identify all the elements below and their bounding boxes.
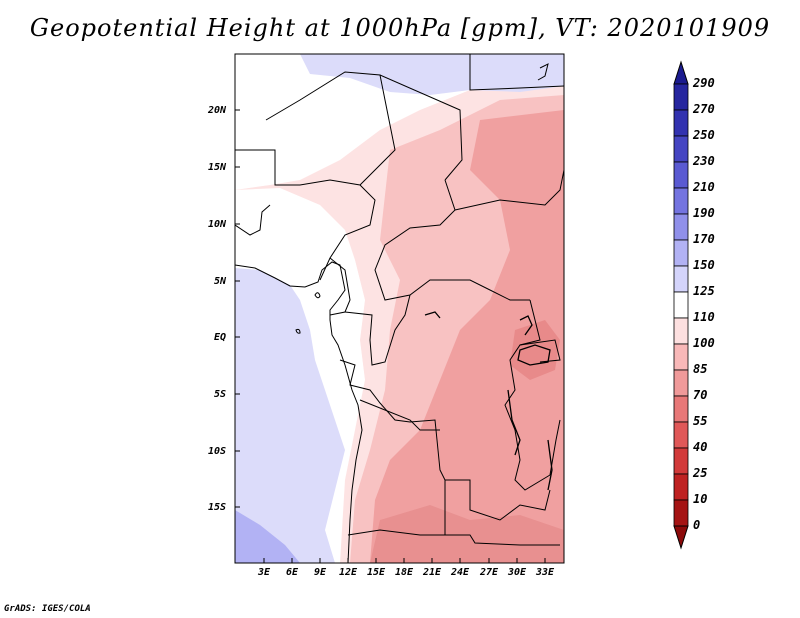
lat-label: 15S	[208, 502, 227, 513]
field-pink-south	[370, 505, 564, 563]
lat-label: 15N	[208, 162, 227, 173]
border-line	[265, 71, 396, 186]
country-borders	[235, 54, 564, 546]
map-title: Geopotential Height at 1000hPa [gpm], VT…	[29, 14, 771, 42]
lon-label: 30E	[508, 567, 527, 578]
colorbar-level-label: 125	[693, 284, 715, 298]
colorbar-swatch	[673, 395, 689, 423]
colorbar-level-label: 230	[693, 154, 715, 168]
colorbar-level-label: 290	[693, 76, 715, 90]
colorbar-swatch	[673, 343, 689, 371]
colorbar-swatch	[673, 421, 689, 449]
lon-label: 3E	[258, 567, 271, 578]
colorbar-level-label: 110	[693, 310, 715, 324]
colorbar-swatch	[673, 187, 689, 215]
colorbar-swatch	[673, 369, 689, 397]
border-line	[235, 149, 376, 281]
colorbar-level-label: 170	[693, 232, 715, 246]
border-line	[454, 169, 564, 211]
border-line	[344, 294, 411, 366]
colorbar-swatch	[673, 83, 689, 111]
lake-victoria	[517, 344, 551, 366]
map-frame	[234, 53, 565, 564]
border-line	[379, 74, 463, 181]
field-blue-southwest	[235, 510, 300, 563]
colorbar-swatch	[673, 109, 689, 137]
field-pink-east	[510, 320, 560, 380]
field-blue-ocean	[235, 268, 345, 563]
colorbar-level-label: 100	[693, 336, 715, 350]
border-line	[469, 54, 564, 91]
colorbar-swatch	[673, 447, 689, 475]
colorbar-level-label: 85	[693, 362, 708, 376]
lake-albert	[519, 315, 533, 336]
colorbar-level-label: 190	[693, 206, 715, 220]
border-line	[347, 529, 560, 546]
lon-label: 21E	[423, 567, 442, 578]
lake-malawi	[547, 439, 553, 491]
colorbar-level-label: 55	[693, 414, 708, 428]
lon-label: 24E	[451, 567, 470, 578]
credit-text: GrADS: IGES/COLA	[4, 604, 91, 614]
field-blue-north	[300, 54, 564, 95]
colorbar-level-label: 70	[693, 388, 708, 402]
lake	[424, 311, 441, 319]
field-pink-core	[370, 110, 564, 563]
colorbar-bottom-arrow	[673, 525, 689, 550]
border-line	[374, 179, 530, 301]
colorbar-swatch	[673, 473, 689, 501]
lat-label: EQ	[214, 332, 227, 343]
coastline	[235, 63, 549, 563]
colorbar-swatch	[673, 135, 689, 163]
lat-label: 5N	[214, 276, 227, 287]
colorbar-swatch	[673, 317, 689, 345]
colorbar-swatch	[673, 499, 689, 527]
lon-label: 18E	[395, 567, 414, 578]
coastline-path	[537, 63, 549, 81]
lat-label: 20N	[208, 105, 227, 116]
lake-tanganyika	[507, 389, 521, 456]
lat-label: 10N	[208, 219, 227, 230]
island	[314, 292, 321, 299]
lon-label: 9E	[314, 567, 327, 578]
colorbar-swatch	[673, 161, 689, 189]
colorbar-swatch	[673, 213, 689, 241]
axis-ticks	[235, 109, 546, 563]
lon-label: 27E	[480, 567, 499, 578]
colorbar-swatch	[673, 291, 689, 319]
colorbar-level-label: 0	[693, 518, 701, 532]
lat-label: 5S	[214, 389, 227, 400]
lon-label: 6E	[286, 567, 299, 578]
colorbar-level-label: 250	[693, 128, 715, 142]
colorbar-top-arrow	[673, 60, 689, 85]
island	[295, 328, 301, 334]
coastline-path	[235, 261, 363, 563]
colorbar-level-label: 270	[693, 102, 715, 116]
border-line	[359, 399, 440, 431]
lon-label: 33E	[536, 567, 555, 578]
lon-label: 12E	[339, 567, 358, 578]
border-line	[235, 204, 271, 236]
lon-label: 15E	[367, 567, 386, 578]
colorbar-level-label: 10	[693, 492, 708, 506]
colorbar-level-label: 40	[693, 440, 708, 454]
colorbar-level-label: 210	[693, 180, 715, 194]
colorbar-swatch	[673, 265, 689, 293]
lat-label: 10S	[208, 446, 227, 457]
colorbar-swatch	[673, 239, 689, 267]
border-line	[519, 339, 561, 363]
colorbar-level-label: 150	[693, 258, 715, 272]
colorbar-level-label: 25	[693, 466, 708, 480]
colorbar	[673, 60, 689, 550]
lakes	[424, 311, 553, 491]
geopotential-field	[235, 54, 564, 563]
border-line	[339, 359, 551, 521]
